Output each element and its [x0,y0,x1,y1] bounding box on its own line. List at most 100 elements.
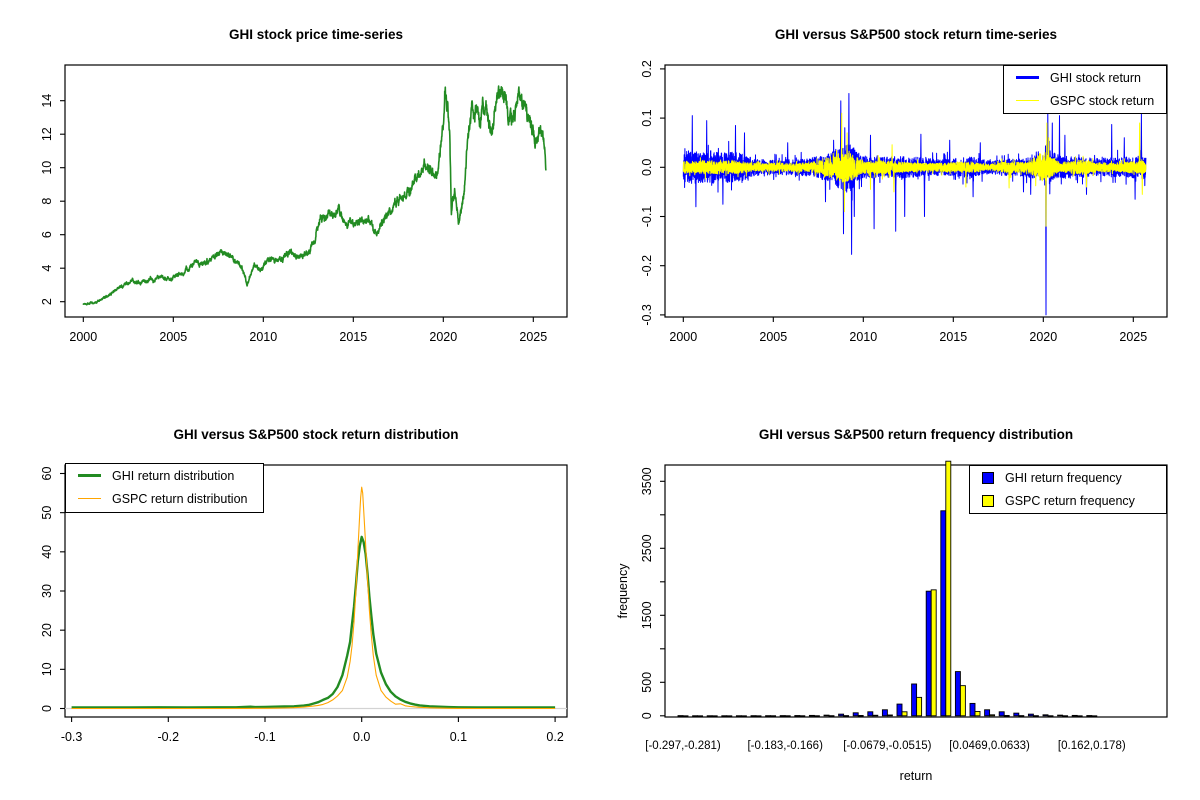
y-tick-label: 10 [40,662,54,676]
gspc-distribution-line-swatch [78,497,101,500]
gspc-freq-bar-bin-7 [770,715,777,717]
return-timeseries-chart: 2000 2005 2010 2015 2020 2025 0.2 0.1 0.0 -0.1 -0.… [640,60,1168,344]
ghi-freq-bar-bin-17 [911,683,918,717]
hist-chart-title: GHI versus S&P500 return frequency distr… [758,427,1074,442]
legend-item-ghi-frequency: GHI return frequency [970,466,1166,489]
returns-chart-title: GHI versus S&P500 stock return time-seri… [774,27,1058,42]
ghi-freq-bar-bin-16 [896,703,903,717]
gspc-freq-bar-bin-17 [916,696,923,717]
ghi-return-series-line [682,93,1147,316]
gspc-freq-bar-bin-29 [1091,715,1098,717]
ghi-freq-bar-bin-15 [881,709,888,717]
ghi-freq-bar-bin-1 [677,715,684,717]
ghi-freq-bar-bin-18 [925,590,932,717]
gspc-freq-bar-bin-15 [886,714,893,717]
y-tick-label: 2 [40,298,54,305]
y-tick-label: -0.3 [640,304,654,326]
ghi-freq-bar-bin-26 [1042,714,1049,717]
y-tick-label: 1500 [640,601,654,629]
y-tick-label: 0.2 [640,60,654,77]
x-axis: -0.3 -0.2 -0.1 0.0 0.1 0.2 [61,717,564,744]
ghi-return-legend-label: GHI stock return [1050,70,1141,85]
legend-item-ghi-distribution: GHI return distribution [66,464,263,487]
legend-item-ghi-return: GHI stock return [1004,66,1166,89]
ghi-freq-bar-bin-12 [838,713,845,717]
ghi-freq-bar-bin-21 [969,702,976,717]
ghi-freq-bar-bin-23 [998,711,1005,717]
ghi-freq-bar-bin-13 [852,712,859,717]
gspc-freq-bar-bin-11 [828,715,835,717]
ghi-freq-bar-bin-10 [808,714,815,717]
y-tick-label: 0.0 [640,159,654,176]
ghi-freq-bar-bin-11 [823,714,830,717]
x-tick-label: -0.1 [254,730,276,744]
ghi-freq-bar-bin-3 [706,715,713,717]
gspc-freq-bar-bin-25 [1032,715,1039,717]
y-axis: 0 500 1500 2500 3500 [640,467,665,719]
gspc-freq-bar-bin-10 [813,715,820,717]
gspc-freq-bar-bin-19 [945,460,952,717]
histogram-bars [677,460,1098,717]
ghi-density-curve [71,535,556,709]
y-tick-label: 2500 [640,534,654,562]
x-tick-label: 2000 [669,330,697,344]
x-tick-label: 0.1 [450,730,467,744]
y-tick-label: 30 [40,584,54,598]
y-tick-label: 60 [40,466,54,480]
ghi-freq-bar-bin-4 [721,715,728,717]
gspc-freq-bar-bin-9 [799,715,806,717]
plot-box [664,464,1168,718]
panel-return-distribution: GHI versus S&P500 stock return distribut… [0,400,600,800]
gspc-freq-bar-bin-2 [697,715,704,717]
x-tick-label: 2015 [939,330,967,344]
x-tick-label: 2010 [849,330,877,344]
x-tick-label: 2005 [759,330,787,344]
density-legend: GHI return distribution GSPC return dist… [65,463,264,513]
panel-return-frequency: GHI versus S&P500 return frequency distr… [600,400,1200,800]
ghi-freq-bar-bin-6 [750,715,757,717]
ghi-freq-bar-bin-7 [765,715,772,717]
y-axis-title: frequency [616,563,630,619]
y-tick-label: 50 [40,506,54,520]
x-tick-label: 2005 [159,330,187,344]
y-tick-label: 20 [40,623,54,637]
y-axis: 2 4 6 8 10 12 14 [40,94,65,305]
x-axis: 2000 2005 2010 2015 2020 2025 [69,317,547,344]
gspc-freq-bar-bin-26 [1047,715,1054,717]
gspc-frequency-square-swatch [982,494,994,507]
bin-range-label: [0.0469,0.0633) [949,740,1030,752]
x-tick-label: 2025 [1119,330,1147,344]
gspc-freq-bar-bin-27 [1062,715,1069,717]
ghi-freq-bar-bin-22 [984,709,991,717]
x-tick-label: 2010 [249,330,277,344]
legend-item-gspc-distribution: GSPC return distribution [66,487,263,510]
gspc-frequency-legend-label: GSPC return frequency [1005,493,1135,508]
y-tick-label: 0.1 [640,109,654,126]
gspc-freq-bar-bin-18 [930,589,937,717]
y-tick-label: 10 [40,161,54,175]
x-tick-label: 2025 [519,330,547,344]
gspc-freq-bar-bin-28 [1076,715,1083,717]
ghi-freq-bar-bin-14 [867,711,874,717]
gspc-freq-bar-bin-8 [784,715,791,717]
x-axis: 2000 2005 2010 2015 2020 2025 [669,317,1147,344]
bin-range-label: [0.162,0.178) [1058,740,1126,752]
ghi-freq-bar-bin-25 [1027,713,1034,717]
ghi-distribution-line-swatch [78,473,101,478]
bin-range-label: [-0.297,-0.281) [645,740,721,752]
plot-box [64,64,568,318]
legend-item-gspc-return: GSPC stock return [1004,89,1166,112]
x-tick-label: 0.0 [353,730,370,744]
gspc-freq-bar-bin-24 [1018,715,1025,717]
y-tick-label: 4 [40,265,54,272]
gspc-freq-bar-bin-23 [1003,715,1010,717]
return-distribution-chart: -0.3 -0.2 -0.1 0.0 0.1 0.2 0 10 20 30 40 50 60 [40,464,568,744]
gspc-freq-bar-bin-3 [711,715,718,717]
gspc-freq-bar-bin-16 [901,711,908,717]
gspc-freq-bar-bin-12 [843,715,850,717]
gspc-freq-bar-bin-4 [726,715,733,717]
price-chart-title: GHI stock price time-series [228,27,404,42]
ghi-freq-bar-bin-9 [794,715,801,717]
x-axis-title: return [900,769,933,783]
